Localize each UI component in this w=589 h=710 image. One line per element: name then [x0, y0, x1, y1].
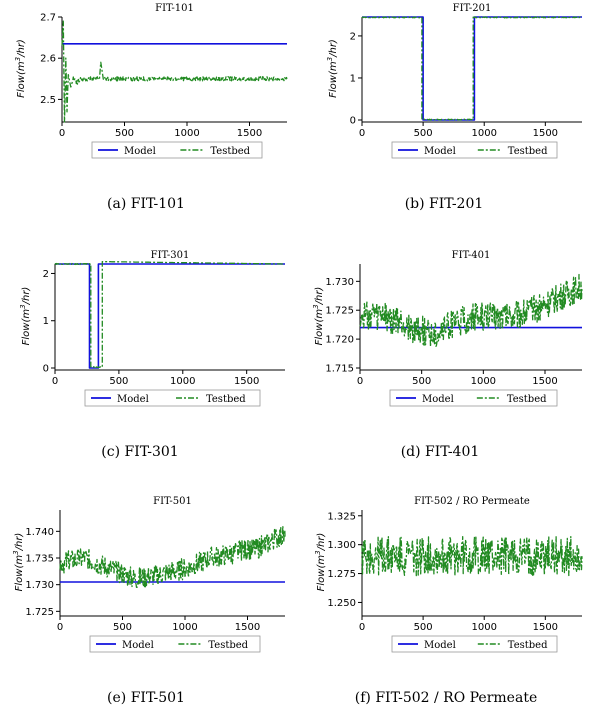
- x-tick-label: 0: [359, 128, 365, 139]
- series-testbed-line: [61, 20, 288, 123]
- legend-testbed-label: Testbed: [508, 146, 548, 157]
- legend-box: [84, 389, 261, 407]
- chart-panel: FIT-101 2.5 2.6 2.7 0 500 1000 1500 Flow(m3/hr) M…: [14, 3, 288, 212]
- x-tick-label: 500: [412, 376, 431, 387]
- y-axis-label: Flow(m3/hr): [14, 39, 27, 98]
- series-testbed-line: [54, 260, 286, 369]
- y-tick-label: 1.300: [327, 540, 356, 551]
- y-axis-label: Flow(m3/hr): [314, 533, 327, 592]
- panel-caption: (b) FIT-201: [405, 196, 484, 212]
- y-axis-label: Flow(m3/hr): [19, 287, 32, 346]
- y-tick-label: 2.5: [40, 95, 56, 106]
- y-tick-label: 2.7: [40, 13, 56, 24]
- x-tick-label: 1000: [170, 376, 195, 387]
- series-testbed-line: [361, 535, 583, 577]
- chart-panel: FIT-401 1.715 1.720 1.725 1.730 0 500 1000 1500 F…: [312, 250, 583, 460]
- y-tick-label: 1.275: [327, 569, 356, 580]
- y-tick-label: 2: [350, 31, 356, 42]
- y-tick-label: 1.720: [325, 335, 354, 346]
- x-tick-label: 1500: [533, 128, 558, 139]
- y-tick-label: 1.725: [325, 306, 354, 317]
- legend-testbed-label: Testbed: [210, 146, 250, 157]
- legend-model-label: Model: [422, 394, 454, 405]
- x-tick-label: 0: [52, 376, 58, 387]
- y-tick-label: 2: [43, 269, 49, 280]
- x-tick-label: 1000: [471, 376, 496, 387]
- chart-title: FIT-101: [155, 3, 194, 14]
- legend-model-label: Model: [122, 640, 154, 651]
- legend-box: [89, 635, 261, 653]
- legend-testbed-label: Testbed: [208, 640, 248, 651]
- legend-model-label: Model: [124, 146, 156, 157]
- series-model-line: [362, 16, 582, 121]
- x-tick-label: 0: [59, 128, 65, 139]
- x-tick-label: 500: [113, 622, 132, 633]
- x-tick-label: 1000: [471, 622, 496, 633]
- x-tick-label: 1000: [471, 128, 496, 139]
- series-testbed-line: [59, 525, 286, 589]
- legend-box: [391, 635, 558, 653]
- legend-testbed-label: Testbed: [507, 394, 547, 405]
- legend-box: [391, 141, 558, 159]
- y-tick-label: 1: [350, 73, 356, 84]
- x-tick-label: 1500: [532, 376, 557, 387]
- y-axis-label: Flow(m3/hr): [312, 287, 325, 346]
- chart-panel: FIT-301 0 1 2 0 500 1000 1500 Flow(m3/hr) Model Te…: [19, 250, 286, 460]
- series-model-line: [55, 263, 285, 369]
- chart-title: FIT-401: [452, 250, 491, 261]
- x-tick-label: 1000: [172, 622, 197, 633]
- x-tick-label: 1500: [533, 622, 558, 633]
- y-tick-label: 1.725: [25, 607, 54, 618]
- x-tick-label: 0: [357, 376, 363, 387]
- x-tick-label: 1500: [235, 622, 260, 633]
- panel-caption: (a) FIT-101: [107, 196, 185, 212]
- y-tick-label: 1.730: [25, 580, 54, 591]
- chart-title: FIT-301: [151, 250, 190, 261]
- series-testbed-line: [359, 273, 583, 348]
- chart-panel: FIT-502 / RO Permeate 1.250 1.275 1.300 1.32…: [314, 496, 583, 706]
- panel-caption: (c) FIT-301: [101, 444, 178, 460]
- legend-model-label: Model: [424, 640, 456, 651]
- y-axis-label: Flow(m3/hr): [326, 39, 339, 98]
- panel-caption: (d) FIT-401: [401, 444, 480, 460]
- x-tick-label: 500: [414, 622, 433, 633]
- legend-model-label: Model: [424, 146, 456, 157]
- x-tick-label: 0: [57, 622, 63, 633]
- chart-panel: FIT-501 1.725 1.730 1.735 1.740 0 500 1000 1500 F…: [12, 496, 286, 706]
- y-tick-label: 1.740: [25, 527, 54, 538]
- y-tick-label: 0: [43, 364, 49, 375]
- legend-testbed-label: Testbed: [206, 394, 246, 405]
- legend-testbed-label: Testbed: [508, 640, 548, 651]
- legend-box: [91, 141, 263, 159]
- y-axis-label: Flow(m3/hr): [12, 533, 25, 592]
- x-tick-label: 500: [109, 376, 128, 387]
- y-tick-label: 1.735: [25, 554, 54, 565]
- chart-title: FIT-501: [153, 496, 192, 507]
- y-tick-label: 1.730: [325, 277, 354, 288]
- y-tick-label: 1.250: [327, 598, 356, 609]
- chart-title: FIT-502 / RO Permeate: [414, 496, 530, 507]
- x-tick-label: 1500: [234, 376, 259, 387]
- x-tick-label: 1500: [237, 128, 262, 139]
- x-tick-label: 0: [359, 622, 365, 633]
- chart-title: FIT-201: [453, 3, 492, 14]
- y-tick-label: 0: [350, 116, 356, 127]
- legend-box: [389, 389, 558, 407]
- panel-caption: (e) FIT-501: [107, 690, 185, 706]
- x-tick-label: 500: [115, 128, 134, 139]
- y-tick-label: 2.6: [40, 54, 56, 65]
- legend-model-label: Model: [117, 394, 149, 405]
- x-tick-label: 500: [414, 128, 433, 139]
- y-tick-label: 1.715: [325, 364, 354, 375]
- panel-caption: (f) FIT-502 / RO Permeate: [355, 690, 537, 706]
- chart-panel: FIT-201 0 1 2 0 500 1000 1500 Flow(m3/hr) Model Te…: [326, 3, 583, 212]
- series-testbed-line: [361, 16, 583, 121]
- y-tick-label: 1: [43, 316, 49, 327]
- y-tick-label: 1.325: [327, 511, 356, 522]
- x-tick-label: 1000: [174, 128, 199, 139]
